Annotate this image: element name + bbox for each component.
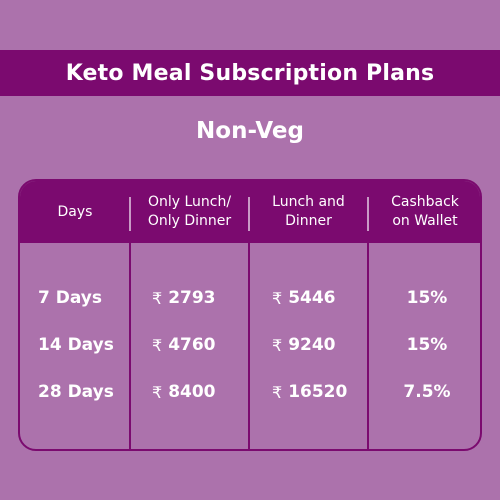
rupee-icon: ₹ xyxy=(152,335,163,355)
header-divider xyxy=(248,197,250,231)
row-single-price: ₹2793 xyxy=(152,288,216,308)
row-cashback: 15% xyxy=(406,288,448,308)
row-days: 28 Days xyxy=(38,382,114,402)
category-subtitle: Non-Veg xyxy=(196,118,304,144)
row-both-price: ₹9240 xyxy=(272,335,336,355)
rupee-icon: ₹ xyxy=(272,382,283,402)
row-cashback: 7.5% xyxy=(403,382,451,402)
row-cashback: 15% xyxy=(406,335,448,355)
header-cashback: Cashback on Wallet xyxy=(391,194,459,229)
row-single-price: ₹8400 xyxy=(152,382,216,402)
rupee-icon: ₹ xyxy=(272,288,283,308)
pricing-table: Days Only Lunch/Only Dinner Lunch and Din… xyxy=(18,179,482,451)
row-both-price: ₹5446 xyxy=(272,288,336,308)
table-header: Days Only Lunch/Only Dinner Lunch and Din… xyxy=(20,181,480,243)
column-divider xyxy=(248,243,250,449)
row-days: 7 Days xyxy=(38,288,103,308)
table-row: 28 Days ₹8400 ₹16520 7.5% xyxy=(20,377,480,407)
row-single-price: ₹4760 xyxy=(152,335,216,355)
title-banner: Keto Meal Subscription Plans xyxy=(0,50,500,96)
page-title: Keto Meal Subscription Plans xyxy=(65,60,435,86)
header-days: Days xyxy=(57,203,93,220)
header-single-meal: Only Lunch/Only Dinner xyxy=(147,194,232,229)
rupee-icon: ₹ xyxy=(152,382,163,402)
column-divider xyxy=(367,243,369,449)
rupee-icon: ₹ xyxy=(272,335,283,355)
column-divider xyxy=(129,243,131,449)
rupee-icon: ₹ xyxy=(152,288,163,308)
header-divider xyxy=(129,197,131,231)
row-days: 14 Days xyxy=(38,335,114,355)
row-both-price: ₹16520 xyxy=(272,382,348,402)
table-row: 14 Days ₹4760 ₹9240 15% xyxy=(20,330,480,360)
header-divider xyxy=(367,197,369,231)
table-row: 7 Days ₹2793 ₹5446 15% xyxy=(20,283,480,313)
header-lunch-and-dinner: Lunch and Dinner xyxy=(272,194,345,229)
